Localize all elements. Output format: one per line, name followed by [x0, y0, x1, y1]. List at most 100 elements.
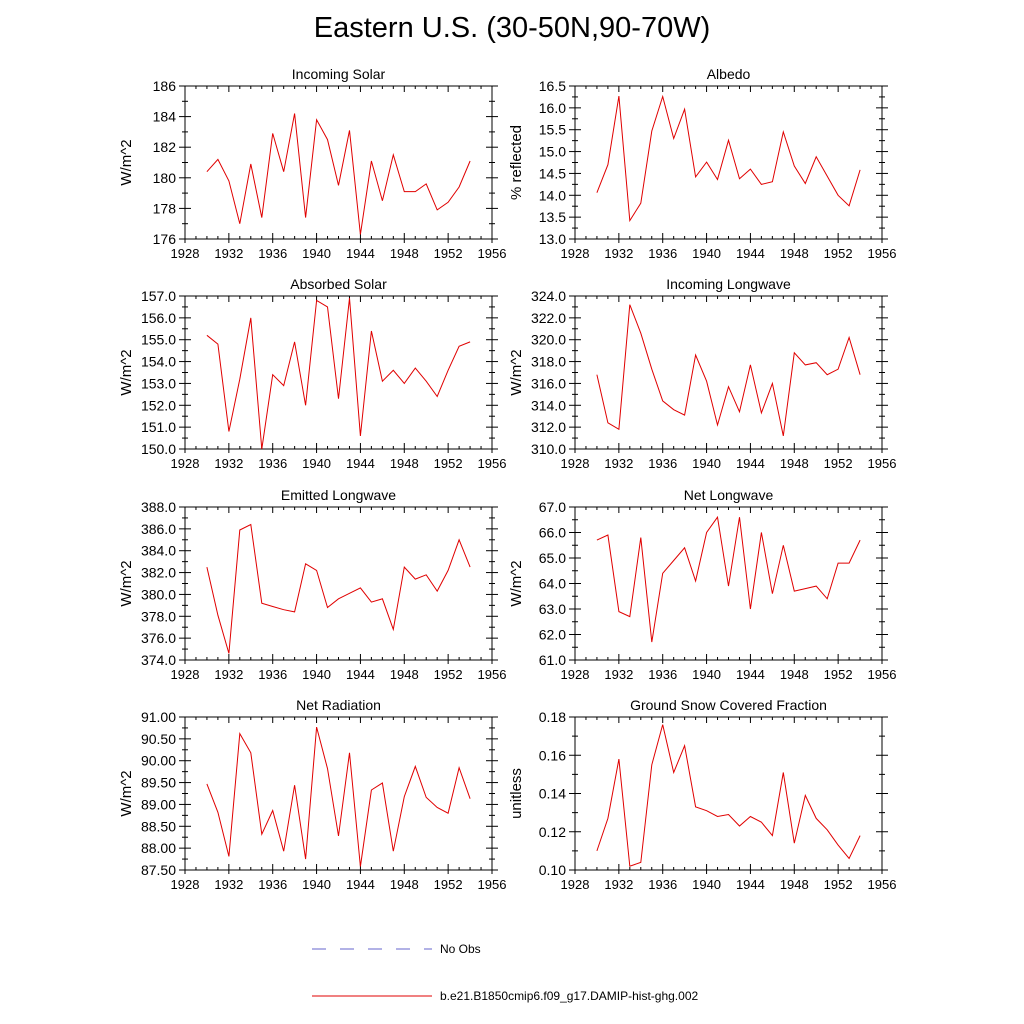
y-tick-label: 63.0: [539, 601, 566, 617]
y-tick-label: 374.0: [141, 652, 176, 668]
x-tick-label: 1940: [302, 667, 331, 682]
y-tick-label: 0.16: [539, 747, 566, 763]
x-tick-label: 1952: [434, 246, 463, 261]
y-tick-label: 61.0: [539, 652, 566, 668]
y-axis-label: W/m^2: [118, 349, 135, 395]
series-line-ground-snow-covered-fraction: [596, 724, 861, 867]
x-tick-label: 1940: [692, 246, 721, 261]
x-tick-label: 1948: [390, 877, 419, 892]
series-line-absorbed-solar: [206, 298, 471, 450]
x-tick-label: 1940: [692, 877, 721, 892]
x-tick-label: 1940: [302, 246, 331, 261]
x-tick-label: 1944: [346, 667, 375, 682]
x-tick-label: 1944: [736, 246, 765, 261]
panel-ground-snow-covered-fraction: Ground Snow Covered Fraction unitless 1928…: [508, 697, 896, 892]
plot-frame: [574, 716, 883, 871]
plot-frame: [184, 716, 493, 871]
x-tick-label: 1948: [780, 877, 809, 892]
x-tick-label: 1940: [692, 667, 721, 682]
y-tick-label: 15.0: [539, 144, 566, 160]
y-tick-label: 14.5: [539, 165, 566, 181]
y-tick-label: 0.18: [539, 709, 566, 725]
panel-incoming-longwave: Incoming Longwave W/m^2 1928 1932 1936 1940 19…: [508, 276, 896, 471]
y-tick-label: 13.0: [539, 231, 566, 247]
x-tick-label: 1932: [214, 877, 243, 892]
y-tick-label: 16.0: [539, 100, 566, 116]
y-tick-label: 180: [153, 170, 177, 186]
y-tick-label: 324.0: [531, 288, 566, 304]
x-tick-label: 1928: [561, 877, 590, 892]
plot-frame: [574, 85, 883, 240]
x-tick-label: 1952: [434, 456, 463, 471]
series-line-incoming-longwave: [596, 304, 861, 437]
x-tick-label: 1940: [302, 877, 331, 892]
y-tick-label: 318.0: [531, 354, 566, 370]
y-axis-label: W/m^2: [118, 770, 135, 816]
x-tick-label: 1936: [258, 877, 287, 892]
y-tick-label: 150.0: [141, 441, 176, 457]
panel-incoming-solar: Incoming Solar W/m^2 1928 1932 1936 1940 1944 1…: [118, 66, 506, 261]
x-tick-label: 1928: [561, 246, 590, 261]
x-tick-label: 1956: [868, 246, 897, 261]
series-line-incoming-solar: [206, 113, 471, 235]
series-line-net-radiation: [206, 726, 471, 867]
panel-absorbed-solar: Absorbed Solar W/m^2 1928 1932 1936 1940 1944 1…: [118, 276, 506, 471]
main-title: Eastern U.S. (30-50N,90-70W): [313, 12, 711, 44]
y-tick-label: 62.0: [539, 627, 566, 643]
x-tick-label: 1928: [171, 667, 200, 682]
y-tick-label: 13.5: [539, 209, 566, 225]
x-tick-label: 1944: [736, 877, 765, 892]
x-tick-label: 1956: [868, 667, 897, 682]
x-tick-label: 1944: [736, 667, 765, 682]
x-tick-label: 1952: [824, 877, 853, 892]
y-tick-label: 178: [153, 200, 177, 216]
y-axis-label: W/m^2: [508, 349, 525, 395]
y-tick-label: 152.0: [141, 397, 176, 413]
series-line-albedo: [596, 94, 861, 223]
y-tick-label: 384.0: [141, 543, 176, 559]
panel-net-longwave: Net Longwave W/m^2 1928 1932 1936 1940 1944 194…: [508, 487, 896, 682]
x-tick-label: 1948: [780, 456, 809, 471]
x-tick-label: 1928: [171, 877, 200, 892]
x-tick-label: 1944: [346, 877, 375, 892]
x-tick-label: 1936: [258, 456, 287, 471]
y-tick-label: 380.0: [141, 586, 176, 602]
x-tick-label: 1928: [171, 456, 200, 471]
x-tick-label: 1944: [736, 456, 765, 471]
y-axis-label: unitless: [508, 768, 525, 819]
y-tick-label: 184: [153, 109, 177, 125]
y-tick-label: 88.00: [141, 840, 176, 856]
x-tick-label: 1956: [478, 246, 507, 261]
x-tick-label: 1932: [214, 667, 243, 682]
x-tick-label: 1952: [824, 246, 853, 261]
y-tick-label: 89.50: [141, 775, 176, 791]
y-tick-label: 65.0: [539, 550, 566, 566]
x-tick-label: 1932: [214, 246, 243, 261]
y-tick-label: 90.00: [141, 753, 176, 769]
y-tick-label: 157.0: [141, 288, 176, 304]
plot-frame: [184, 295, 493, 450]
x-tick-label: 1932: [214, 456, 243, 471]
panel-title: Net Radiation: [296, 697, 381, 713]
x-tick-label: 1956: [478, 456, 507, 471]
panel-title: Incoming Solar: [292, 66, 386, 82]
panel-title: Net Longwave: [684, 487, 774, 503]
x-tick-label: 1936: [648, 667, 677, 682]
y-tick-label: 0.12: [539, 824, 566, 840]
plot-frame: [184, 85, 493, 240]
x-tick-label: 1932: [604, 456, 633, 471]
y-tick-label: 182: [153, 139, 177, 155]
y-tick-label: 186: [153, 78, 177, 94]
x-tick-label: 1944: [346, 456, 375, 471]
panel-albedo: Albedo % reflected 1928 1932 1936 1940 1944 194…: [508, 66, 896, 261]
y-tick-label: 376.0: [141, 630, 176, 646]
y-tick-label: 14.0: [539, 187, 566, 203]
y-tick-label: 382.0: [141, 565, 176, 581]
y-tick-label: 67.0: [539, 499, 566, 515]
y-tick-label: 0.10: [539, 862, 566, 878]
x-tick-label: 1940: [692, 456, 721, 471]
y-tick-label: 155.0: [141, 332, 176, 348]
y-tick-label: 90.50: [141, 731, 176, 747]
y-axis-label: % reflected: [508, 125, 525, 200]
